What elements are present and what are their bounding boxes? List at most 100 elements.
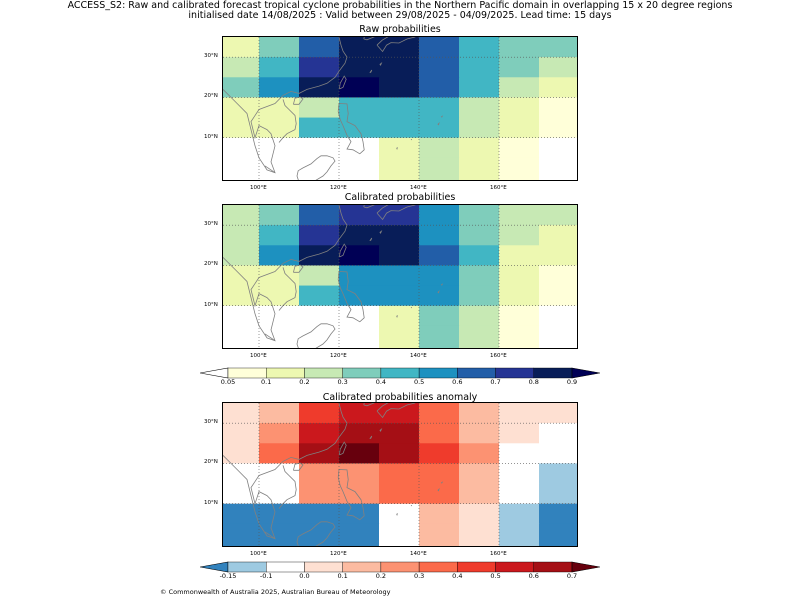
heatmap-cell <box>259 97 300 119</box>
coastline <box>410 504 413 507</box>
colorbar-tick-label: 0.3 <box>413 572 425 580</box>
heatmap-cell <box>299 37 340 58</box>
heatmap-cell <box>339 225 380 246</box>
heatmap-cell <box>379 443 420 464</box>
heatmap-cell <box>539 463 577 485</box>
heatmap-cell <box>339 325 380 348</box>
coastline <box>363 403 375 407</box>
heatmap-cell <box>259 77 300 98</box>
heatmap-cell <box>299 117 340 139</box>
heatmap-cell <box>419 523 460 546</box>
heatmap-cell <box>459 423 500 444</box>
colorbar-segment <box>495 561 534 573</box>
calibrated-probabilities-map <box>222 204 578 349</box>
heatmap-cell <box>459 57 500 78</box>
coastline <box>369 237 373 242</box>
heatmap-cell <box>223 523 260 546</box>
coastline <box>437 289 440 294</box>
colorbar-tick-label: 0.4 <box>452 572 463 580</box>
heatmap-cell <box>379 57 420 78</box>
heatmap-cell <box>259 423 300 444</box>
heatmap-cell <box>379 225 420 246</box>
heatmap-cell <box>419 265 460 287</box>
coastline <box>293 96 304 105</box>
colorbar-tick-label: 0.6 <box>528 572 539 580</box>
colorbar-segment <box>266 561 305 573</box>
colorbar-segment <box>418 367 458 379</box>
coastline <box>296 323 336 348</box>
heatmap-cell <box>419 37 460 58</box>
colorbar-segment <box>227 561 267 573</box>
lon-tick-label: 160°E <box>490 551 507 557</box>
figure-title-line-2: initialised date 14/08/2025 : Valid betw… <box>188 10 612 21</box>
heatmap-cell <box>299 265 340 287</box>
heatmap-cell <box>259 117 300 139</box>
heatmap-cell <box>499 225 540 246</box>
coastline <box>223 205 348 342</box>
colorbar-segment <box>266 367 305 379</box>
heatmap-cell <box>419 97 460 119</box>
heatmap-cell <box>259 285 300 307</box>
lon-tick-label: 160°E <box>490 353 507 359</box>
heatmap-cell <box>539 37 577 58</box>
heatmap-cell <box>419 137 460 159</box>
heatmap-cell <box>299 463 340 485</box>
coastline <box>264 165 276 174</box>
heatmap-cell <box>299 423 340 444</box>
heatmap-cell <box>499 57 540 78</box>
lon-tick-label: 120°E <box>330 353 347 359</box>
heatmap-cell <box>539 265 577 287</box>
heatmap-cell <box>259 157 300 180</box>
coastline <box>264 333 276 342</box>
heatmap-cell <box>459 443 500 464</box>
heatmap-cell <box>499 443 540 464</box>
probability-colorbar: 0.05 0.1 0.2 0.3 0.4 0.5 0.6 0.7 0.8 0.9 <box>199 364 601 388</box>
heatmap-cell <box>539 97 577 119</box>
coastline <box>396 147 398 150</box>
coastline <box>437 487 440 492</box>
heatmap-cell <box>223 503 260 525</box>
heatmap-cell <box>539 523 577 546</box>
lat-tick-label: 20°N <box>204 459 218 466</box>
heatmap-cell <box>379 483 420 505</box>
heatmap-cell <box>339 77 380 98</box>
coastline <box>363 205 375 209</box>
map-canvas <box>223 205 577 348</box>
coastline <box>440 115 444 118</box>
lat-tick-label: 20°N <box>204 261 218 268</box>
colorbar-segment <box>533 367 573 379</box>
heatmap-cell <box>299 157 340 180</box>
lat-tick-label: 30°N <box>204 419 218 426</box>
raw-probabilities-map <box>222 36 578 181</box>
heatmap-cell <box>499 305 540 327</box>
colorbar-tick-label: 0.1 <box>337 572 348 580</box>
heatmap-cell <box>419 403 460 424</box>
heatmap-cell <box>459 225 500 246</box>
heatmap-cell <box>499 37 540 58</box>
heatmap-cell <box>299 403 340 424</box>
colorbar-segment <box>457 561 496 573</box>
heatmap-cell <box>299 77 340 98</box>
heatmap-cell <box>539 325 577 348</box>
heatmap-cell <box>419 305 460 327</box>
heatmap-cell <box>223 205 260 226</box>
heatmap-cell <box>499 403 540 424</box>
lat-tick-label: 30°N <box>204 221 218 228</box>
heatmap-cell <box>459 503 500 525</box>
heatmap-cell <box>259 325 300 348</box>
coastline <box>440 481 444 484</box>
heatmap-cell <box>419 325 460 348</box>
heatmap-cell <box>223 483 260 505</box>
heatmap-cell <box>223 305 260 327</box>
heatmap-cell <box>499 503 540 525</box>
heatmap-cell <box>259 463 300 485</box>
heatmap-cell <box>419 503 460 525</box>
copyright-notice: © Commonwealth of Australia 2025, Austra… <box>160 588 391 596</box>
heatmap-cell <box>339 265 380 287</box>
colorbar-tick-label: -0.15 <box>219 572 237 580</box>
colorbar-under-arrow <box>199 367 229 379</box>
coastline <box>339 75 347 90</box>
heatmap-cell <box>459 205 500 226</box>
heatmap-cell <box>539 305 577 327</box>
heatmap-cell <box>499 245 540 266</box>
